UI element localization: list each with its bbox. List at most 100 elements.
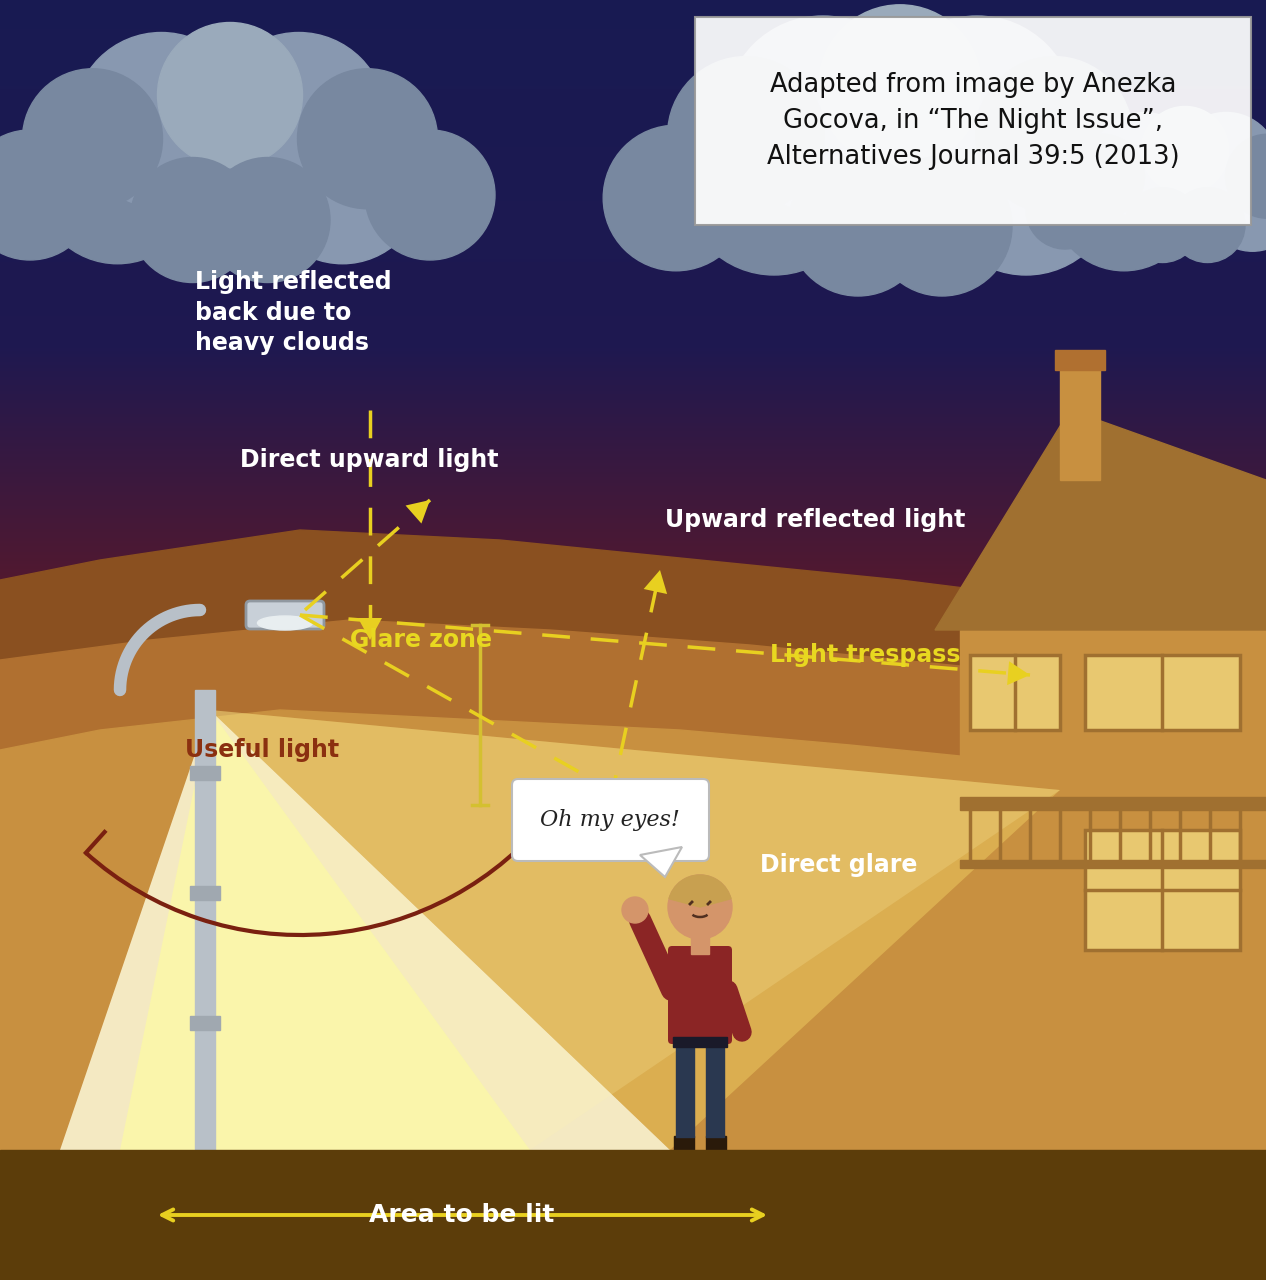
Bar <box>0 454 1266 457</box>
Bar <box>0 17 1266 20</box>
Bar <box>0 1073 1266 1075</box>
Bar <box>0 236 1266 238</box>
Bar <box>0 90 1266 92</box>
Bar <box>0 748 1266 750</box>
Bar <box>0 886 1266 888</box>
Bar <box>0 40 1266 44</box>
Bar <box>0 468 1266 471</box>
Bar <box>0 868 1266 872</box>
Bar <box>0 500 1266 503</box>
Bar <box>0 650 1266 653</box>
Bar <box>0 554 1266 558</box>
Bar <box>0 26 1266 28</box>
Bar <box>0 1050 1266 1052</box>
Bar <box>0 189 1266 192</box>
Bar <box>0 1038 1266 1041</box>
Polygon shape <box>358 618 382 640</box>
Bar <box>0 920 1266 923</box>
Bar <box>0 9 1266 12</box>
Bar <box>0 561 1266 563</box>
Bar <box>0 270 1266 273</box>
Bar <box>0 940 1266 943</box>
Bar <box>0 1144 1266 1147</box>
Bar <box>0 37 1266 40</box>
Bar <box>0 521 1266 524</box>
Polygon shape <box>706 1137 725 1149</box>
Polygon shape <box>641 847 682 877</box>
Bar <box>0 759 1266 762</box>
Polygon shape <box>190 765 220 780</box>
Bar <box>0 115 1266 118</box>
Bar <box>0 402 1266 406</box>
Circle shape <box>787 156 928 296</box>
Bar <box>0 28 1266 32</box>
Bar <box>0 577 1266 581</box>
Polygon shape <box>190 1016 220 1030</box>
Bar <box>0 466 1266 468</box>
Bar <box>0 716 1266 719</box>
Bar <box>0 986 1266 989</box>
Bar <box>0 1112 1266 1115</box>
Bar <box>0 538 1266 540</box>
Bar <box>0 630 1266 632</box>
Bar <box>0 173 1266 175</box>
Bar <box>0 819 1266 822</box>
Bar <box>0 353 1266 357</box>
Bar <box>0 23 1266 26</box>
Bar <box>0 1096 1266 1098</box>
Bar <box>0 348 1266 351</box>
Polygon shape <box>674 1037 727 1047</box>
Bar <box>0 1084 1266 1087</box>
Bar <box>0 417 1266 420</box>
Bar <box>0 851 1266 854</box>
Bar <box>0 3 1266 5</box>
Bar <box>0 1075 1266 1078</box>
Bar <box>0 483 1266 486</box>
Bar <box>0 874 1266 877</box>
Polygon shape <box>675 819 700 840</box>
Bar <box>0 1082 1266 1084</box>
Bar <box>0 526 1266 529</box>
Bar <box>0 1133 1266 1135</box>
Polygon shape <box>0 1149 1266 1280</box>
Bar <box>0 305 1266 307</box>
Bar <box>0 566 1266 570</box>
Bar <box>0 316 1266 319</box>
Bar <box>0 224 1266 227</box>
Bar <box>0 233 1266 236</box>
Bar <box>0 385 1266 388</box>
Bar <box>0 1029 1266 1032</box>
Bar <box>0 20 1266 23</box>
Bar <box>0 678 1266 681</box>
Bar <box>0 708 1266 710</box>
Text: Area to be lit: Area to be lit <box>370 1203 555 1228</box>
FancyBboxPatch shape <box>246 602 324 628</box>
Bar <box>0 662 1266 664</box>
Bar <box>0 995 1266 997</box>
Bar <box>0 575 1266 577</box>
Polygon shape <box>970 655 1060 730</box>
Bar <box>0 524 1266 526</box>
Bar <box>0 293 1266 296</box>
Circle shape <box>622 897 648 923</box>
Bar <box>0 780 1266 782</box>
Text: Light reflected
back due to
heavy clouds: Light reflected back due to heavy clouds <box>195 270 391 356</box>
Bar <box>0 268 1266 270</box>
Bar <box>0 895 1266 897</box>
Bar <box>0 618 1266 621</box>
Bar <box>0 739 1266 741</box>
Bar <box>0 544 1266 547</box>
Bar <box>0 621 1266 623</box>
Bar <box>0 794 1266 796</box>
Bar <box>0 49 1266 51</box>
Bar <box>0 549 1266 552</box>
Bar <box>0 969 1266 972</box>
Bar <box>0 489 1266 492</box>
Bar <box>0 854 1266 856</box>
Bar <box>0 983 1266 986</box>
Bar <box>0 925 1266 928</box>
Text: Direct glare: Direct glare <box>760 852 918 877</box>
Polygon shape <box>0 620 1266 1149</box>
Bar <box>1085 829 1239 950</box>
Bar <box>0 1103 1266 1107</box>
